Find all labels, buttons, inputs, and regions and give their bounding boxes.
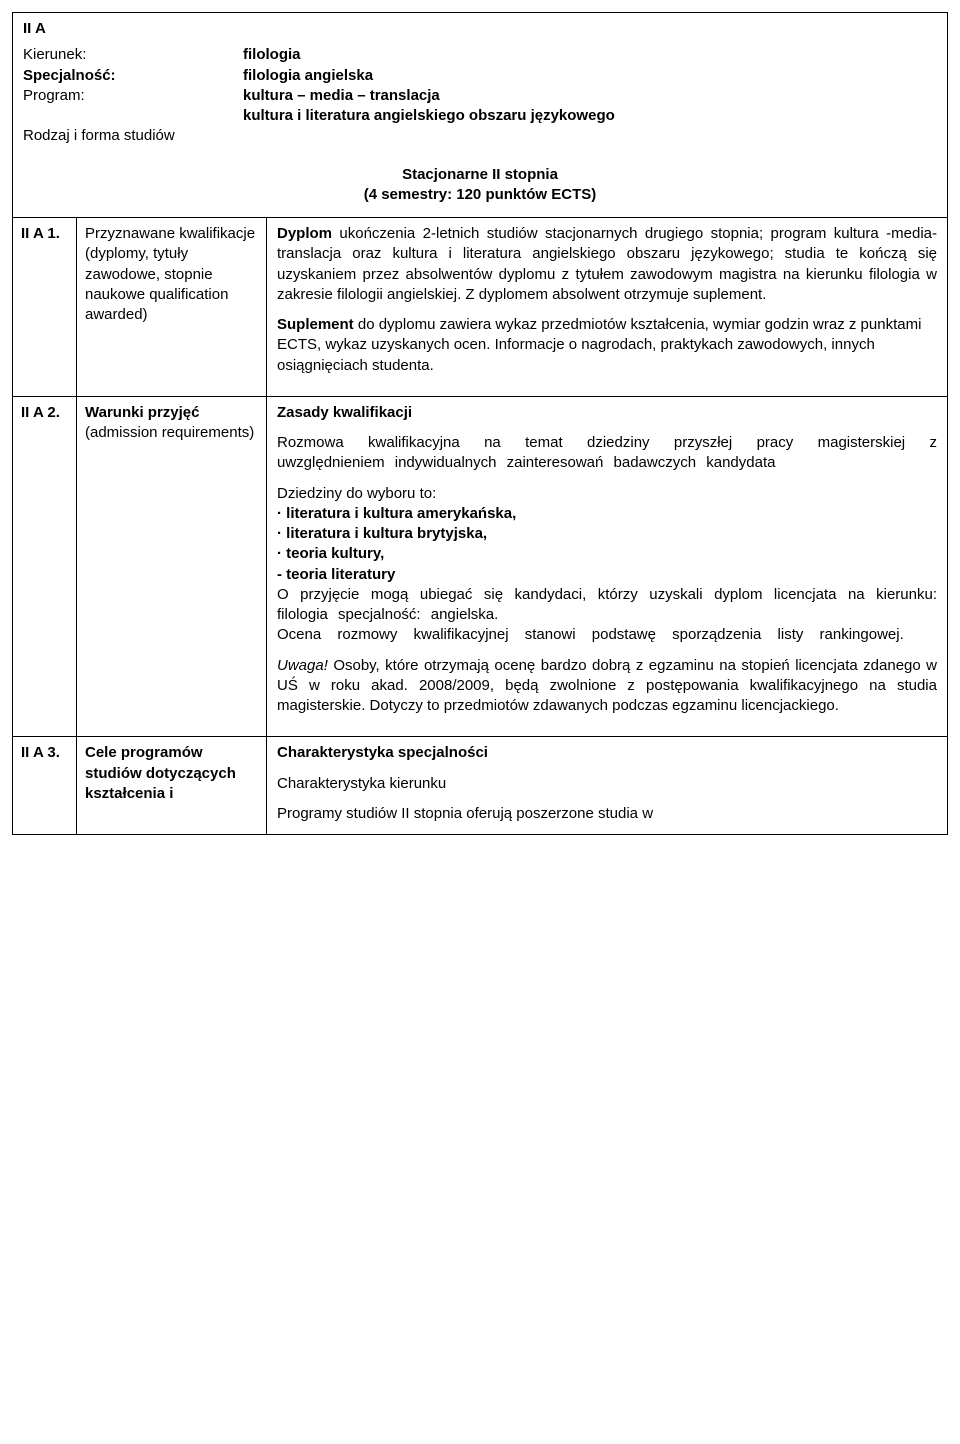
row1-p2a: Suplement (277, 316, 354, 333)
header-right-2: kultura – media – translacja (243, 86, 440, 106)
row1-id: II A 1. (13, 218, 77, 396)
row2-li2: · literatura i kultura brytyjska, (277, 524, 937, 544)
header-left-3 (23, 106, 243, 126)
row2-id: II A 2. (13, 397, 77, 737)
row1-p1b: ukończenia 2-letnich studiów stacjonarny… (277, 225, 937, 303)
row1-label: Przyznawane kwalifikacje (dyplomy, tytuł… (77, 218, 267, 396)
row2-p3: Ocena rozmowy kwalifikacyjnej stanowi po… (277, 625, 937, 645)
row2-p4: Uwaga! Osoby, które otrzymają ocenę bard… (277, 656, 937, 717)
header-left-1: Specjalność: (23, 66, 243, 86)
row1-p1: Dyplom ukończenia 2-letnich studiów stac… (277, 224, 937, 305)
row2-label-plain: Warunki przyjęć (85, 404, 199, 421)
row1-p2: Suplement do dyplomu zawiera wykaz przed… (277, 315, 937, 376)
header-center: Stacjonarne II stopnia (4 semestry: 120 … (13, 155, 947, 218)
row2-p4b: Osoby, które otrzymają ocenę bardzo dobr… (277, 657, 937, 715)
row2-h1: Zasady kwalifikacji (277, 403, 937, 423)
row3-p2: Programy studiów II stopnia oferują posz… (277, 804, 937, 824)
document-container: II A Kierunek: filologia Specjalność: fi… (12, 12, 948, 835)
header-right-1: filologia angielska (243, 66, 373, 86)
row2-p4a: Uwaga! (277, 657, 328, 674)
table-row-3: II A 3. Cele programów studiów dotyczący… (13, 736, 947, 834)
header-left-4: Rodzaj i forma studiów (23, 126, 243, 146)
row3-content: Charakterystyka specjalności Charakterys… (267, 737, 947, 834)
row2-p2: O przyjęcie mogą ubiegać się kandydaci, … (277, 585, 937, 626)
header-right-3: kultura i literatura angielskiego obszar… (243, 106, 615, 126)
row1-p1a: Dyplom (277, 225, 332, 242)
row2-li4: - teoria literatury (277, 565, 937, 585)
header-definition-list: Kierunek: filologia Specjalność: filolog… (13, 45, 947, 154)
row1-content: Dyplom ukończenia 2-letnich studiów stac… (267, 218, 947, 396)
row3-p1: Charakterystyka kierunku (277, 774, 937, 794)
row2-list-intro: Dziedziny do wyboru to: (277, 484, 937, 504)
header-code: II A (13, 13, 947, 45)
row1-label-plain: Przyznawane kwalifikacje (85, 225, 255, 242)
row2-label: Warunki przyjęć (admission requirements) (77, 397, 267, 737)
header-block: II A Kierunek: filologia Specjalność: fi… (13, 13, 947, 217)
header-right-0: filologia (243, 45, 301, 65)
table-row-1: II A 1. Przyznawane kwalifikacje (dyplom… (13, 217, 947, 396)
center-line-2: (4 semestry: 120 punktów ECTS) (23, 185, 937, 205)
row3-id: II A 3. (13, 737, 77, 834)
row2-label-paren: (admission requirements) (85, 424, 254, 441)
row1-label-paren: (dyplomy, tytuły zawodowe, stopnie nauko… (85, 245, 228, 323)
row3-h1: Charakterystyka specjalności (277, 743, 937, 763)
row1-p2b: do dyplomu zawiera wykaz przedmiotów ksz… (277, 316, 921, 374)
center-line-1: Stacjonarne II stopnia (23, 165, 937, 185)
row3-label: Cele programów studiów dotyczących kszta… (77, 737, 267, 834)
row2-li3: · teoria kultury, (277, 544, 937, 564)
table-row-2: II A 2. Warunki przyjęć (admission requi… (13, 396, 947, 737)
header-left-0: Kierunek: (23, 45, 243, 65)
row2-li1: · literatura i kultura amerykańska, (277, 504, 937, 524)
row2-content: Zasady kwalifikacji Rozmowa kwalifikacyj… (267, 397, 947, 737)
row2-p1: Rozmowa kwalifikacyjna na temat dziedzin… (277, 433, 937, 474)
header-left-2: Program: (23, 86, 243, 106)
